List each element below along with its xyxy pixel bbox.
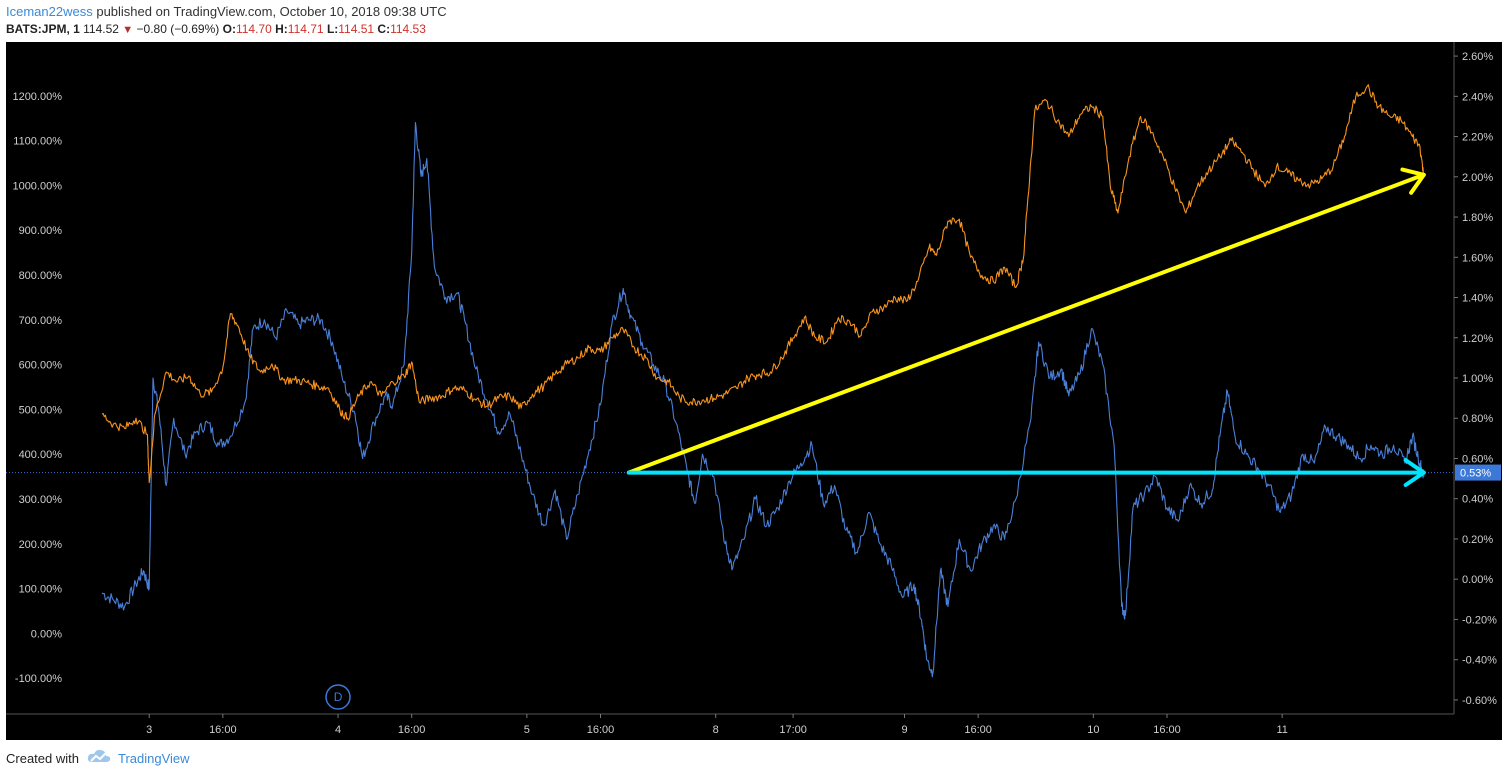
right-axis-tick-label: 2.20% [1462,132,1493,144]
x-axis-tick-label: 16:00 [209,724,237,736]
dividend-marker-icon[interactable] [325,684,351,710]
current-price-label: 0.53% [1460,468,1491,480]
close-label: C: [377,22,391,36]
price-change: −0.80 (−0.69%) [136,22,220,36]
right-axis-tick-label: 0.60% [1462,453,1493,465]
right-axis-tick-label: 1.60% [1462,252,1493,264]
right-axis-tick-label: -0.40% [1462,655,1497,667]
x-axis-tick-label: 10 [1087,724,1099,736]
open-value: 114.70 [235,22,272,36]
tradingview-link[interactable]: TradingView [118,751,190,766]
left-axis-tick-label: 800.00% [19,270,63,282]
x-axis-tick-label: 16:00 [964,724,992,736]
left-axis-tick-label: 0.00% [31,628,62,640]
left-axis-tick-label: 900.00% [19,225,63,237]
x-axis-tick-label: 8 [713,724,719,736]
right-axis-tick-label: 1.00% [1462,373,1493,385]
high-value: 114.71 [287,22,324,36]
right-axis-tick-label: 1.20% [1462,333,1493,345]
published-text: published on TradingView.com, October 10… [96,4,447,19]
yellow-trend-arrow-head [1400,167,1426,195]
right-axis-tick-label: -0.20% [1462,614,1497,626]
left-axis-tick-label: 1200.00% [12,91,62,103]
chart-header: Iceman22wess published on TradingView.co… [0,0,1508,42]
left-axis-tick-label: 700.00% [19,315,63,327]
x-axis-tick-label: 9 [901,724,907,736]
left-axis-tick-label: 1000.00% [12,180,62,192]
left-axis-tick-label: 500.00% [19,404,63,416]
current-price-badge [1455,464,1501,481]
left-axis-tick-label: 300.00% [19,494,63,506]
left-axis-tick-label: 600.00% [19,360,63,372]
x-axis-tick-label: 3 [146,724,152,736]
x-axis-tick-label: 5 [524,724,530,736]
tradingview-cloud-icon [87,749,111,762]
left-axis-tick-label: 200.00% [19,539,63,551]
symbol-name: BATS:JPM, 1 [6,22,80,36]
x-axis-tick-label: 17:00 [779,724,807,736]
left-axis-tick-label: 1100.00% [13,136,62,148]
right-axis-tick-label: 2.40% [1462,91,1493,103]
chart-canvas[interactable]: 1200.00% 1100.00% 1000.00% 900.00% 800.00% 70… [6,42,1502,740]
yellow-trend-arrow[interactable] [626,172,1426,475]
footer: Created with TradingView [0,740,1508,776]
right-axis-tick-label: 1.40% [1462,293,1493,305]
x-axis-tick-label: 16:00 [1153,724,1181,736]
low-label: L: [326,22,339,36]
blue-series-line [101,122,1425,678]
dividend-marker-label: D [334,690,343,704]
right-axis-tick-label: 2.60% [1462,51,1493,63]
left-axis-tick-label: 400.00% [19,449,63,461]
last-price: 114.52 [83,22,119,36]
low-value: 114.51 [338,22,375,36]
publish-info: Iceman22wess published on TradingView.co… [6,4,447,19]
right-axis-tick-label: -0.60% [1462,695,1497,707]
right-axis-tick-label: 0.00% [1462,574,1493,586]
right-axis-tick-label: 0.20% [1462,534,1493,546]
right-axis-tick-label: 0.40% [1462,494,1493,506]
down-arrow-icon: ▼ [122,24,134,36]
right-axis-tick-label: 1.80% [1462,212,1493,224]
chart-area[interactable]: 1200.00% 1100.00% 1000.00% 900.00% 800.00% 70… [6,42,1502,740]
left-axis-tick-label: -100.00% [15,673,62,685]
cyan-trend-arrow-head [1403,458,1426,487]
right-axis-tick-label: 0.80% [1462,413,1493,425]
close-value: 114.53 [390,22,426,36]
high-label: H: [275,22,288,36]
symbol-info: BATS:JPM, 1 114.52 ▼ −0.80 (−0.69%) O:11… [6,22,426,36]
author-link[interactable]: Iceman22wess [6,4,93,19]
x-axis-tick-label: 16:00 [587,724,615,736]
orange-series-line [101,84,1425,484]
open-label: O: [222,22,236,36]
x-axis-tick-label: 16:00 [398,724,426,736]
created-with-text: Created with [6,751,79,766]
left-axis-tick-label: 100.00% [19,584,63,596]
right-axis-tick-label: 2.00% [1462,172,1493,184]
x-axis-tick-label: 11 [1276,724,1287,736]
x-axis-tick-label: 4 [335,724,341,736]
